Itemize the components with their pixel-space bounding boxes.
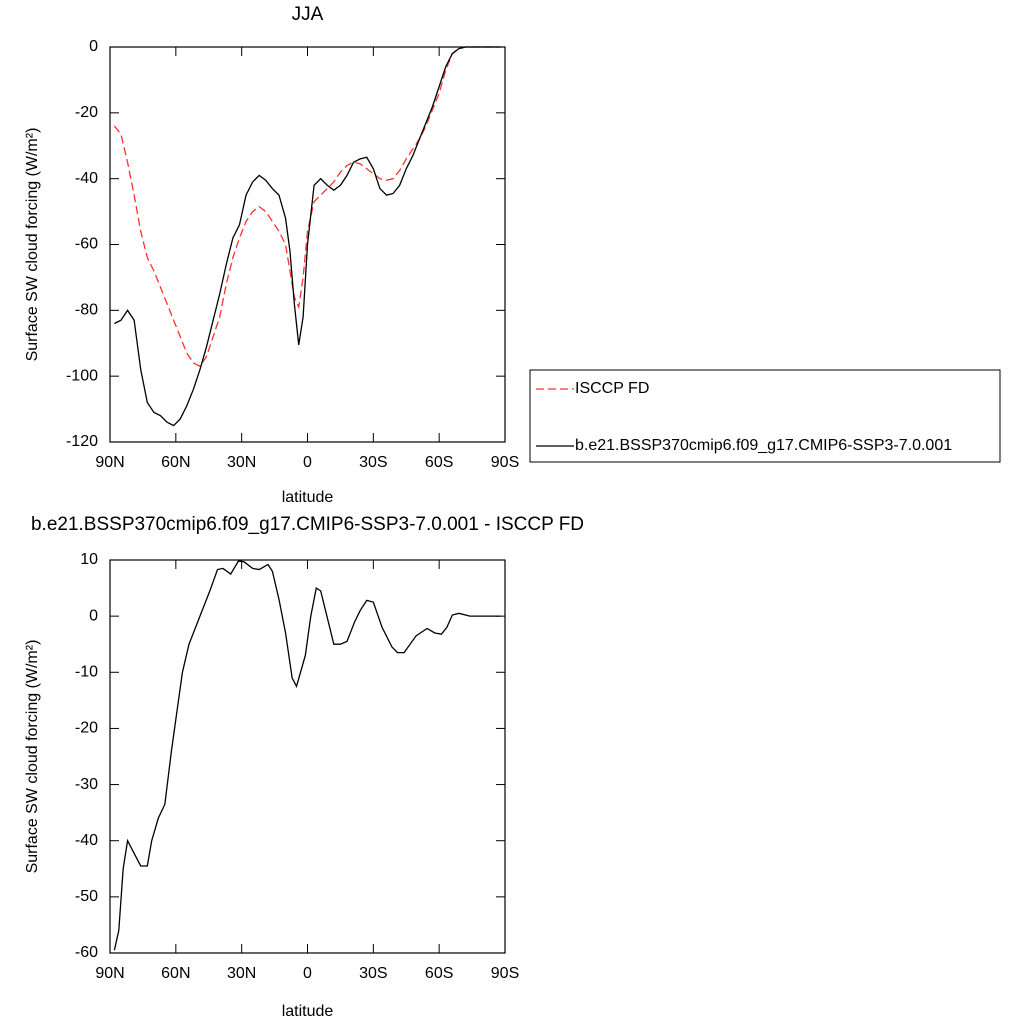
chart-title: JJA	[292, 4, 324, 25]
data-line	[114, 46, 501, 427]
y-axis-label: Surface SW cloud forcing (W/m²)	[24, 128, 41, 362]
y-tick-label: -40	[75, 832, 98, 849]
x-tick-label: 60S	[425, 454, 453, 471]
data-line	[113, 46, 501, 368]
x-tick-label: 90N	[95, 965, 124, 982]
x-tick-label: 30N	[227, 965, 256, 982]
legend-box	[529, 369, 1001, 463]
y-tick-label: -60	[75, 236, 98, 253]
x-tick-label: 90S	[491, 965, 519, 982]
data-line	[113, 560, 501, 951]
x-tick-label: 0	[303, 454, 312, 471]
x-tick-label: 30S	[359, 965, 387, 982]
y-tick-label: -120	[66, 433, 98, 450]
y-tick-label: -50	[75, 888, 98, 905]
y-tick-label: 10	[80, 551, 98, 568]
x-tick-label: 90N	[95, 454, 124, 471]
plot-frame	[109, 559, 506, 954]
chart-title: b.e21.BSSP370cmip6.f09_g17.CMIP6-SSP3-7.…	[31, 514, 584, 535]
y-axis-label: Surface SW cloud forcing (W/m²)	[24, 640, 41, 874]
x-tick-label: 30S	[359, 454, 387, 471]
y-tick-label: -80	[75, 302, 98, 319]
y-tick-label: 0	[89, 607, 98, 624]
x-tick-label: 30N	[227, 454, 256, 471]
x-tick-label: 60N	[161, 965, 190, 982]
y-tick-label: -60	[75, 944, 98, 961]
y-tick-label: -20	[75, 720, 98, 737]
x-axis-label: latitude	[282, 489, 334, 506]
y-tick-label: -100	[66, 367, 98, 384]
y-tick-label: -10	[75, 664, 98, 681]
legend-label: b.e21.BSSP370cmip6.f09_g17.CMIP6-SSP3-7.…	[575, 437, 952, 454]
x-axis-label: latitude	[282, 1003, 334, 1020]
y-tick-label: -20	[75, 104, 98, 121]
y-tick-label: -30	[75, 776, 98, 793]
y-tick-label: 0	[89, 38, 98, 55]
x-tick-label: 60N	[161, 454, 190, 471]
legend-label: ISCCP FD	[575, 380, 649, 397]
x-tick-label: 90S	[491, 454, 519, 471]
x-tick-label: 60S	[425, 965, 453, 982]
x-tick-label: 0	[303, 965, 312, 982]
y-tick-label: -40	[75, 170, 98, 187]
